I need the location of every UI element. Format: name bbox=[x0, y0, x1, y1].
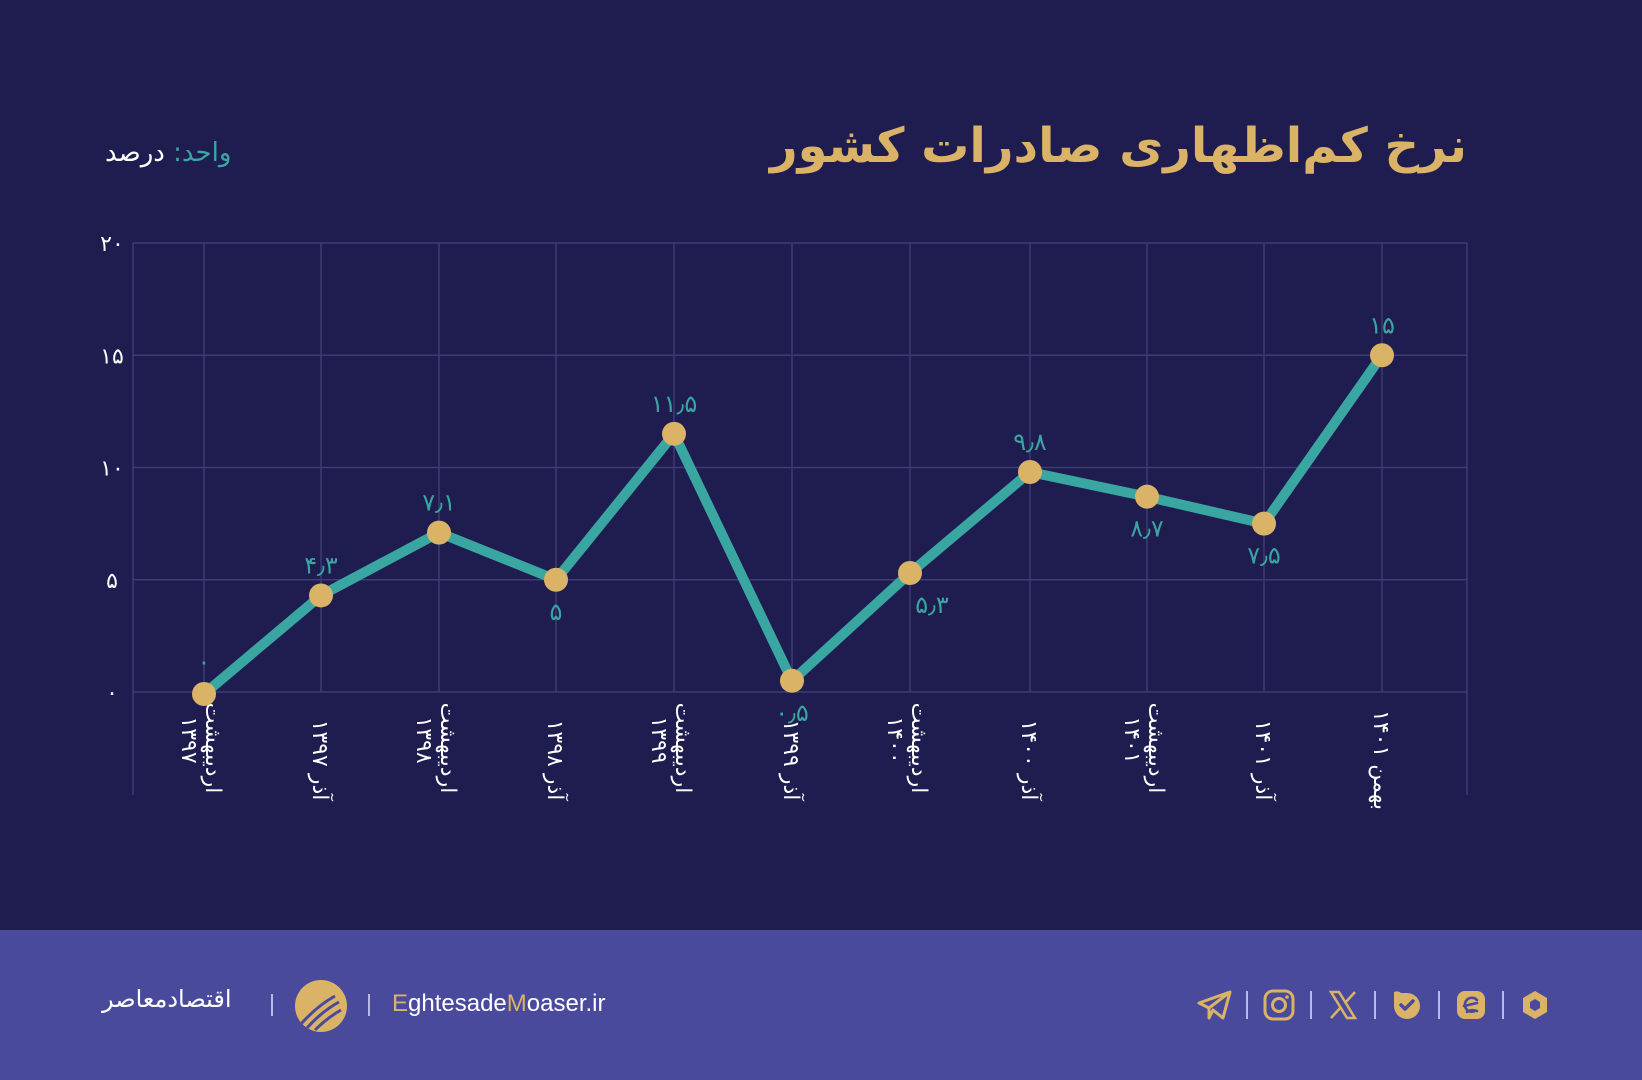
data-point[interactable] bbox=[1252, 511, 1276, 536]
svg-text:آذر ۱۳۹۷: آذر ۱۳۹۷ bbox=[307, 720, 334, 802]
separator bbox=[368, 994, 370, 1016]
svg-text:بهمن ۱۴۰۱: بهمن ۱۴۰۱ bbox=[1368, 710, 1393, 810]
svg-text:اردیبهشت: اردیبهشت bbox=[200, 703, 225, 794]
data-label: ۰٫۵ bbox=[775, 699, 809, 727]
data-label: ۱۵ bbox=[1369, 311, 1395, 339]
data-label: ۸٫۷ bbox=[1130, 515, 1164, 543]
svg-text:اردیبهشت: اردیبهشت bbox=[670, 703, 695, 794]
y-tick-label: ۵ bbox=[106, 569, 118, 594]
data-point[interactable] bbox=[309, 583, 333, 608]
x-icon[interactable] bbox=[1324, 986, 1362, 1024]
svg-text:۱۴۰۰: ۱۴۰۰ bbox=[882, 716, 907, 763]
x-tick-label: بهمن ۱۴۰۱ bbox=[1368, 710, 1393, 810]
instagram-icon[interactable] bbox=[1260, 986, 1298, 1024]
svg-text:۱۳۹۸: ۱۳۹۸ bbox=[411, 716, 436, 763]
data-label: ۰ bbox=[198, 648, 211, 676]
svg-text:۱۴۰۱: ۱۴۰۱ bbox=[1119, 716, 1144, 763]
eitaa-icon[interactable] bbox=[1452, 986, 1490, 1024]
separator bbox=[271, 994, 273, 1016]
data-point[interactable] bbox=[427, 520, 451, 545]
social-links bbox=[1196, 986, 1554, 1024]
website-link[interactable]: EghtesadeMoaser.ir bbox=[392, 990, 605, 1018]
footer bbox=[0, 930, 1642, 1080]
data-label: ۷٫۵ bbox=[1247, 542, 1281, 570]
svg-text:اردیبهشت: اردیبهشت bbox=[1143, 703, 1168, 794]
data-label: ۵ bbox=[550, 598, 563, 626]
x-tick-label: آذر ۱۳۹۹ bbox=[778, 720, 805, 802]
separator bbox=[1246, 991, 1248, 1019]
x-tick-label: آذر ۱۴۰۱ bbox=[1250, 720, 1277, 802]
brand-text-1: ghtesade bbox=[408, 990, 507, 1017]
data-label: ۹٫۸ bbox=[1013, 428, 1047, 456]
svg-text:اردیبهشت: اردیبهشت bbox=[906, 703, 931, 794]
data-label: ۱۱٫۵ bbox=[651, 390, 697, 418]
separator bbox=[1310, 991, 1312, 1019]
data-point[interactable] bbox=[662, 421, 686, 446]
rubika-icon[interactable] bbox=[1516, 986, 1554, 1024]
x-tick-label: آذر ۱۳۹۸ bbox=[542, 720, 569, 802]
y-tick-label: ۱۰ bbox=[100, 457, 124, 482]
series-line bbox=[199, 350, 1387, 699]
telegram-icon[interactable] bbox=[1196, 986, 1234, 1024]
separator bbox=[1502, 991, 1504, 1019]
data-point[interactable] bbox=[1135, 484, 1159, 509]
brand-letter-m: M bbox=[506, 990, 527, 1017]
unit-caption: واحد: درصد bbox=[105, 138, 231, 168]
separator bbox=[1438, 991, 1440, 1019]
data-point[interactable] bbox=[898, 561, 922, 586]
x-tick-label: آذر ۱۳۹۷ bbox=[307, 720, 334, 802]
svg-text:۱۳۹۷: ۱۳۹۷ bbox=[176, 716, 201, 763]
svg-text:اردیبهشت: اردیبهشت bbox=[435, 703, 460, 794]
y-tick-label: ۱۵ bbox=[100, 344, 124, 369]
data-labels: ۰ ۴٫۳ ۷٫۱ ۵ ۱۱٫۵ ۰٫۵ ۵٫۳ ۹٫۸ ۸٫۷ ۷٫۵ ۱۵ bbox=[198, 311, 1395, 727]
svg-text:۱۳۹۹: ۱۳۹۹ bbox=[646, 716, 671, 763]
data-point[interactable] bbox=[780, 668, 804, 693]
data-label: ۷٫۱ bbox=[422, 489, 456, 517]
unit-label: واحد: bbox=[173, 138, 232, 168]
y-axis-ticks: ۰ ۵ ۱۰ ۱۵ ۲۰ bbox=[100, 232, 124, 706]
svg-text:آذر ۱۳۹۹: آذر ۱۳۹۹ bbox=[778, 720, 805, 802]
brand-name-fa: اقتصادمعاصر bbox=[102, 985, 232, 1013]
y-tick-label: ۰ bbox=[106, 681, 118, 706]
data-label: ۵٫۳ bbox=[915, 591, 949, 619]
svg-text:آذر ۱۳۹۸: آذر ۱۳۹۸ bbox=[542, 720, 569, 802]
separator bbox=[1374, 991, 1376, 1019]
data-point[interactable] bbox=[544, 567, 568, 592]
svg-text:آذر ۱۴۰۰: آذر ۱۴۰۰ bbox=[1016, 720, 1043, 802]
bale-icon[interactable] bbox=[1388, 986, 1426, 1024]
y-tick-label: ۲۰ bbox=[100, 232, 124, 257]
brand-letter-e: E bbox=[392, 990, 409, 1017]
x-tick-label: آذر ۱۴۰۰ bbox=[1016, 720, 1043, 802]
chart-title: نرخ کم‌اظهاری صادرات کشور bbox=[769, 118, 1467, 174]
data-point[interactable] bbox=[1018, 459, 1042, 484]
data-point[interactable] bbox=[192, 682, 216, 706]
data-point[interactable] bbox=[1370, 343, 1394, 368]
brand-text-2: oaser.ir bbox=[526, 990, 606, 1017]
data-markers bbox=[192, 343, 1394, 706]
brand-logo-icon[interactable] bbox=[295, 980, 347, 1032]
unit-value: درصد bbox=[105, 138, 165, 168]
svg-text:آذر ۱۴۰۱: آذر ۱۴۰۱ bbox=[1250, 720, 1277, 802]
data-label: ۴٫۳ bbox=[304, 551, 338, 579]
